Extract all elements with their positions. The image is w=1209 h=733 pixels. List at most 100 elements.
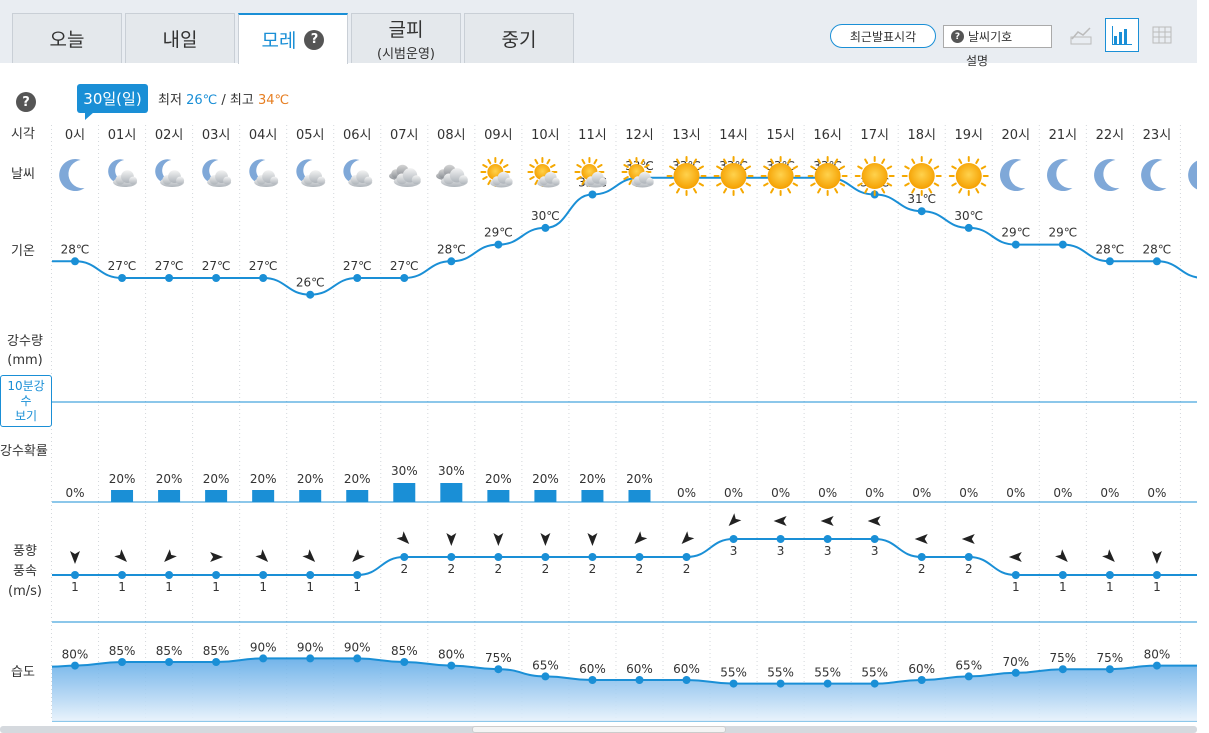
hour-label: 03시 <box>202 128 231 143</box>
tab-day-after-label: 모레 <box>261 30 297 52</box>
hour-label: 05시 <box>296 128 325 143</box>
temp-point <box>588 190 597 199</box>
moon-icon <box>59 159 85 192</box>
humidity-point <box>400 658 409 666</box>
min-max-temp: 최저 26℃ / 최고 34℃ <box>158 89 289 108</box>
precip-prob-label: 20% <box>109 472 136 486</box>
row-label-temp: 기온 <box>11 244 35 259</box>
wind-point <box>635 553 644 561</box>
tab-help-icon[interactable]: ? <box>304 29 325 50</box>
temp-label: 28℃ <box>1096 242 1125 256</box>
help-icon: ? <box>951 30 964 43</box>
sun-cloud-icon <box>621 157 654 188</box>
precip-prob-bar <box>628 490 651 502</box>
tab-three-days-label: 글피 <box>388 19 424 41</box>
moon-cloud-icon <box>249 159 279 187</box>
temp-point <box>1105 257 1114 266</box>
precip-prob-label: 20% <box>532 472 559 486</box>
temp-point <box>447 257 456 266</box>
tab-day-after-tomorrow[interactable]: 모레 ? <box>238 13 348 64</box>
wind-arrow-icon <box>302 549 316 562</box>
wind-point <box>118 571 127 579</box>
precip-prob-label: 20% <box>344 472 371 486</box>
precip-prob-label: 30% <box>391 464 418 478</box>
temp-point <box>306 290 315 299</box>
line-graph-view-button[interactable] <box>1064 18 1098 52</box>
humidity-label: 70% <box>1002 655 1029 669</box>
max-temp-value: 34℃ <box>257 93 290 108</box>
table-icon <box>1152 26 1172 44</box>
wind-speed-label: 1 <box>1153 580 1161 594</box>
wind-arrow-icon <box>210 552 224 562</box>
humidity-label: 60% <box>673 662 700 676</box>
wind-arrow-icon <box>446 533 457 546</box>
row-label-humidity: 습도 <box>11 665 35 680</box>
wind-arrow-icon <box>493 533 504 546</box>
hour-label: 01시 <box>108 128 137 143</box>
humidity-point <box>1058 665 1067 674</box>
wind-arrow-icon <box>820 516 834 526</box>
temp-point <box>917 207 926 216</box>
ten-minute-precip-button[interactable]: 10분강 수 보기 <box>0 375 52 427</box>
temp-label: 27℃ <box>343 259 372 273</box>
tab-midterm[interactable]: 중기 <box>464 13 574 63</box>
weather-symbol-button[interactable]: ? 날씨기호 <box>943 25 1052 48</box>
temp-point <box>165 274 174 282</box>
humidity-point <box>823 679 832 688</box>
hour-label: 07시 <box>390 128 419 143</box>
hour-label: 09시 <box>484 128 513 143</box>
precip-prob-label: 0% <box>724 486 743 500</box>
humidity-point <box>259 654 268 663</box>
recent-announcement-button[interactable]: 최근발표시각 <box>830 24 936 48</box>
temp-point <box>1011 240 1020 249</box>
sun-icon <box>901 156 942 196</box>
row-label-precip: 강수량 (mm) <box>4 332 46 370</box>
moon-cloud-icon <box>296 159 326 187</box>
wind-speed-label: 2 <box>542 562 550 576</box>
humidity-label: 65% <box>532 658 559 672</box>
wind-point <box>1058 571 1067 579</box>
wind-arrow-icon <box>352 549 366 562</box>
temp-point <box>541 223 550 232</box>
sun-icon <box>854 156 895 196</box>
wind-point <box>823 535 832 543</box>
wind-speed-label: 1 <box>259 580 267 594</box>
wind-point <box>165 571 174 579</box>
humidity-area <box>52 658 1197 721</box>
tab-today[interactable]: 오늘 <box>12 13 122 63</box>
hour-label: 16시 <box>813 128 842 143</box>
precip-prob-bar <box>299 490 322 502</box>
moon-cloud-icon <box>202 159 232 187</box>
temp-point <box>353 274 362 282</box>
precip-prob-label: 20% <box>626 472 653 486</box>
humidity-label: 55% <box>720 666 747 680</box>
humidity-label: 90% <box>297 640 324 654</box>
humidity-point <box>1105 665 1114 674</box>
tab-three-days[interactable]: 글피 (시범운영) <box>351 13 461 63</box>
precip-prob-label: 20% <box>203 472 230 486</box>
table-view-button[interactable] <box>1145 18 1179 52</box>
sun-icon <box>948 156 989 196</box>
temp-label: 29℃ <box>484 226 513 240</box>
sun-cloud-icon <box>527 157 560 188</box>
line-chart-icon <box>1070 27 1092 45</box>
wind-speed-label: 1 <box>1059 580 1067 594</box>
humidity-label: 85% <box>391 644 418 658</box>
wind-point <box>71 571 79 579</box>
wind-point <box>588 553 597 561</box>
bar-graph-view-button[interactable] <box>1105 18 1139 52</box>
help-icon[interactable]: ? <box>16 92 36 112</box>
precip-prob-bar <box>393 483 416 502</box>
scrollbar-thumb[interactable] <box>472 726 726 733</box>
wind-point <box>917 553 926 561</box>
wind-point <box>306 571 315 579</box>
precip-prob-label: 0% <box>771 486 790 500</box>
row-label-wind-speed: 풍속 <box>13 564 37 579</box>
temp-point <box>212 274 221 282</box>
wind-arrow-icon <box>114 549 127 562</box>
tab-tomorrow[interactable]: 내일 <box>125 13 235 63</box>
wind-arrow-icon <box>1008 552 1022 562</box>
wind-speed-label: 3 <box>730 544 738 558</box>
wind-line <box>52 537 1197 576</box>
